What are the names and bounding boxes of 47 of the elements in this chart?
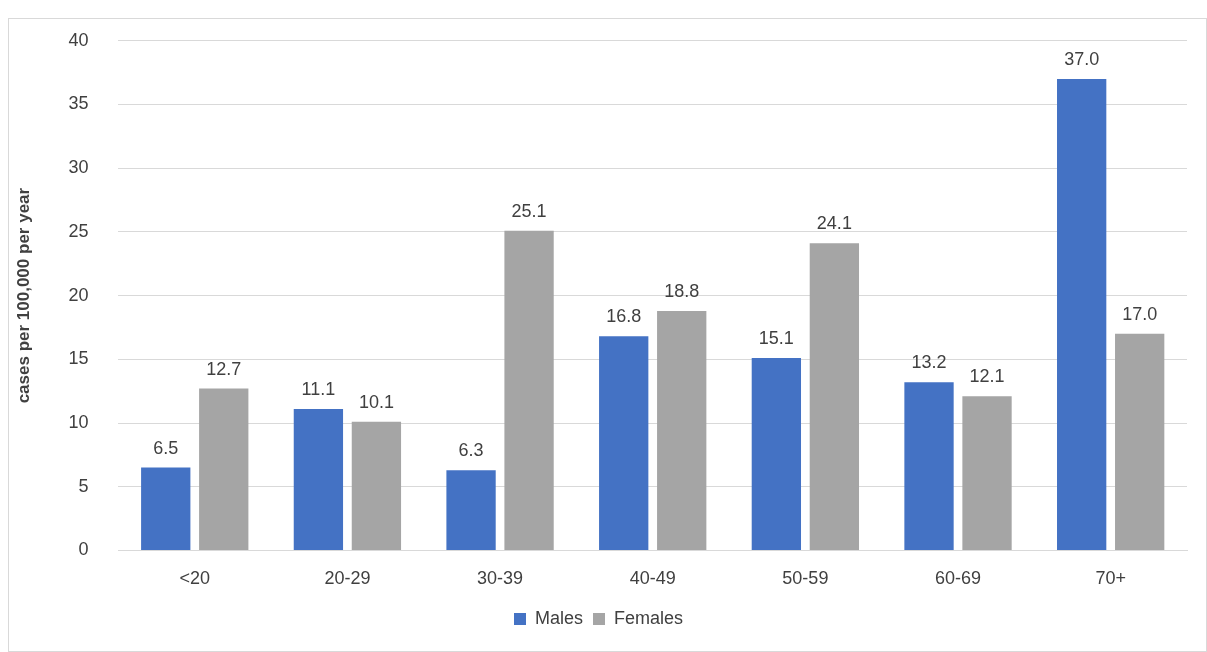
- bar: [904, 382, 954, 550]
- data-label: 6.3: [458, 440, 484, 461]
- data-label: 15.1: [758, 327, 794, 348]
- y-tick-label: 5: [78, 475, 89, 496]
- x-tick-label: 50-59: [782, 568, 829, 589]
- x-tick-label: <20: [179, 568, 211, 589]
- y-tick-label: 20: [68, 284, 89, 305]
- x-tick-label: 70+: [1095, 568, 1126, 589]
- y-axis-title: cases per 100,000 per year: [13, 187, 33, 404]
- bar: [446, 470, 496, 550]
- x-tick-label: 20-29: [324, 568, 371, 589]
- bar: [809, 243, 860, 550]
- x-tick-label: 40-49: [629, 568, 676, 589]
- bar: [293, 408, 344, 550]
- data-label: 12.1: [969, 366, 1005, 387]
- bar: [199, 388, 249, 550]
- data-label: 12.7: [206, 358, 242, 379]
- bar: [141, 467, 191, 550]
- data-label: 16.8: [606, 306, 642, 327]
- y-tick-label: 25: [68, 220, 89, 241]
- data-label: 37.0: [1064, 48, 1100, 69]
- y-tick-label: 15: [68, 348, 89, 369]
- bar: [751, 358, 802, 550]
- data-label: 17.0: [1122, 303, 1158, 324]
- y-tick-label: 35: [68, 93, 89, 114]
- data-label: 6.5: [153, 437, 179, 458]
- y-tick-label: 40: [68, 29, 89, 50]
- bar: [657, 310, 707, 550]
- bar: [504, 230, 554, 550]
- x-tick-label: 60-69: [935, 568, 982, 589]
- x-tick-label: 30-39: [477, 568, 524, 589]
- bar: [1057, 79, 1107, 550]
- bar: [599, 336, 649, 550]
- bar: [1115, 333, 1165, 550]
- data-label: 18.8: [664, 280, 700, 301]
- y-tick-label: 0: [78, 539, 89, 560]
- legend-label: Females: [614, 607, 684, 628]
- data-label: 25.1: [511, 200, 547, 221]
- data-label: 10.1: [358, 391, 394, 412]
- bar: [351, 421, 402, 550]
- data-label: 24.1: [816, 213, 852, 234]
- bar: [962, 396, 1012, 550]
- legend-label: Males: [534, 607, 583, 628]
- y-tick-label: 10: [68, 411, 89, 432]
- y-tick-label: 30: [68, 157, 89, 178]
- data-label: 13.2: [911, 352, 947, 373]
- data-label: 11.1: [301, 378, 336, 399]
